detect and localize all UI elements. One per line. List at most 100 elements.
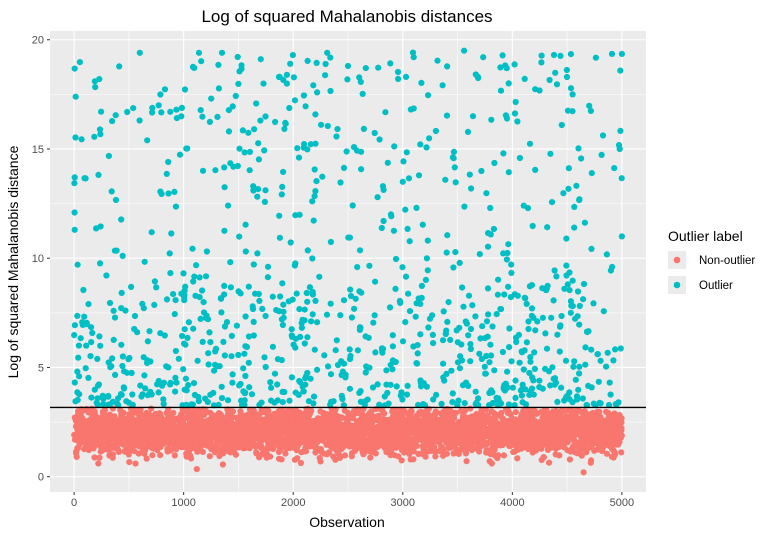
point-outlier xyxy=(221,282,228,289)
point-outlier xyxy=(494,291,501,298)
point-non-outlier xyxy=(76,413,84,420)
point-non-outlier xyxy=(328,433,335,440)
point-outlier xyxy=(509,384,516,391)
point-outlier xyxy=(137,382,144,389)
point-outlier xyxy=(272,118,279,126)
point-non-outlier xyxy=(127,447,134,454)
point-outlier xyxy=(189,401,196,408)
point-non-outlier xyxy=(276,420,284,427)
point-non-outlier xyxy=(121,448,129,455)
point-non-outlier xyxy=(529,449,536,456)
point-non-outlier xyxy=(293,447,300,454)
point-outlier xyxy=(354,264,361,271)
point-non-outlier xyxy=(149,452,156,459)
point-non-outlier xyxy=(517,428,524,435)
point-non-outlier xyxy=(205,429,212,436)
point-non-outlier xyxy=(538,418,545,425)
point-outlier xyxy=(111,247,118,254)
point-outlier xyxy=(424,267,431,274)
point-outlier xyxy=(91,133,98,140)
point-outlier xyxy=(211,361,219,368)
point-outlier xyxy=(279,321,286,329)
point-outlier xyxy=(465,332,472,339)
point-non-outlier xyxy=(232,451,239,458)
point-outlier xyxy=(314,319,321,326)
point-outlier xyxy=(456,365,463,372)
point-non-outlier xyxy=(119,433,126,440)
point-outlier xyxy=(596,399,603,406)
point-outlier xyxy=(221,352,228,359)
point-outlier xyxy=(582,344,589,351)
point-outlier xyxy=(327,300,334,307)
point-non-outlier xyxy=(406,425,413,432)
point-non-outlier xyxy=(448,431,455,438)
point-outlier xyxy=(149,109,156,116)
point-non-outlier xyxy=(376,417,383,424)
point-outlier xyxy=(512,394,519,401)
point-outlier xyxy=(261,147,268,154)
point-non-outlier xyxy=(581,423,588,430)
point-non-outlier xyxy=(392,434,399,441)
point-non-outlier xyxy=(577,447,584,454)
point-outlier xyxy=(603,251,611,258)
point-outlier xyxy=(475,74,482,82)
point-outlier xyxy=(499,52,506,59)
point-outlier xyxy=(400,158,407,165)
point-non-outlier xyxy=(126,439,134,446)
point-non-outlier xyxy=(432,448,439,455)
point-non-outlier xyxy=(170,431,177,438)
point-outlier xyxy=(304,334,311,341)
point-outlier xyxy=(242,372,249,380)
point-outlier xyxy=(302,375,309,382)
point-outlier xyxy=(349,202,356,209)
point-outlier xyxy=(343,148,350,155)
point-outlier xyxy=(144,137,151,144)
point-non-outlier xyxy=(550,441,557,448)
point-outlier xyxy=(261,354,268,361)
point-non-outlier xyxy=(277,447,284,454)
point-outlier xyxy=(526,391,533,398)
point-outlier xyxy=(309,288,316,295)
point-outlier xyxy=(240,365,247,372)
point-outlier xyxy=(306,284,313,291)
point-outlier xyxy=(543,287,550,294)
point-outlier xyxy=(256,297,263,304)
point-outlier xyxy=(314,366,321,373)
point-outlier xyxy=(569,277,576,284)
point-non-outlier xyxy=(320,432,327,440)
point-outlier xyxy=(404,225,411,232)
point-outlier xyxy=(347,286,354,293)
point-non-outlier xyxy=(317,446,324,453)
point-outlier xyxy=(157,330,164,337)
point-outlier xyxy=(534,318,541,325)
point-outlier xyxy=(183,401,190,408)
point-outlier xyxy=(119,362,126,370)
point-outlier xyxy=(564,281,571,288)
point-non-outlier xyxy=(476,431,483,438)
point-non-outlier xyxy=(444,415,451,422)
point-outlier xyxy=(254,193,261,200)
point-outlier xyxy=(230,163,237,170)
point-outlier xyxy=(181,297,188,304)
point-outlier xyxy=(567,85,575,92)
point-outlier xyxy=(110,307,117,314)
point-outlier xyxy=(497,87,505,94)
point-outlier xyxy=(89,329,96,337)
point-outlier xyxy=(250,187,257,194)
point-outlier xyxy=(119,252,126,259)
point-outlier xyxy=(531,365,539,372)
point-outlier xyxy=(172,347,179,355)
point-non-outlier xyxy=(106,420,113,427)
point-non-outlier xyxy=(263,454,270,461)
point-outlier xyxy=(489,323,496,330)
point-outlier xyxy=(456,259,463,266)
point-outlier xyxy=(560,190,567,197)
point-outlier xyxy=(260,80,267,87)
point-outlier xyxy=(414,350,421,357)
point-non-outlier xyxy=(449,442,456,450)
point-outlier xyxy=(425,92,432,99)
point-non-outlier xyxy=(608,435,615,442)
point-outlier xyxy=(532,166,539,173)
point-non-outlier xyxy=(145,410,152,417)
point-outlier xyxy=(287,239,294,246)
